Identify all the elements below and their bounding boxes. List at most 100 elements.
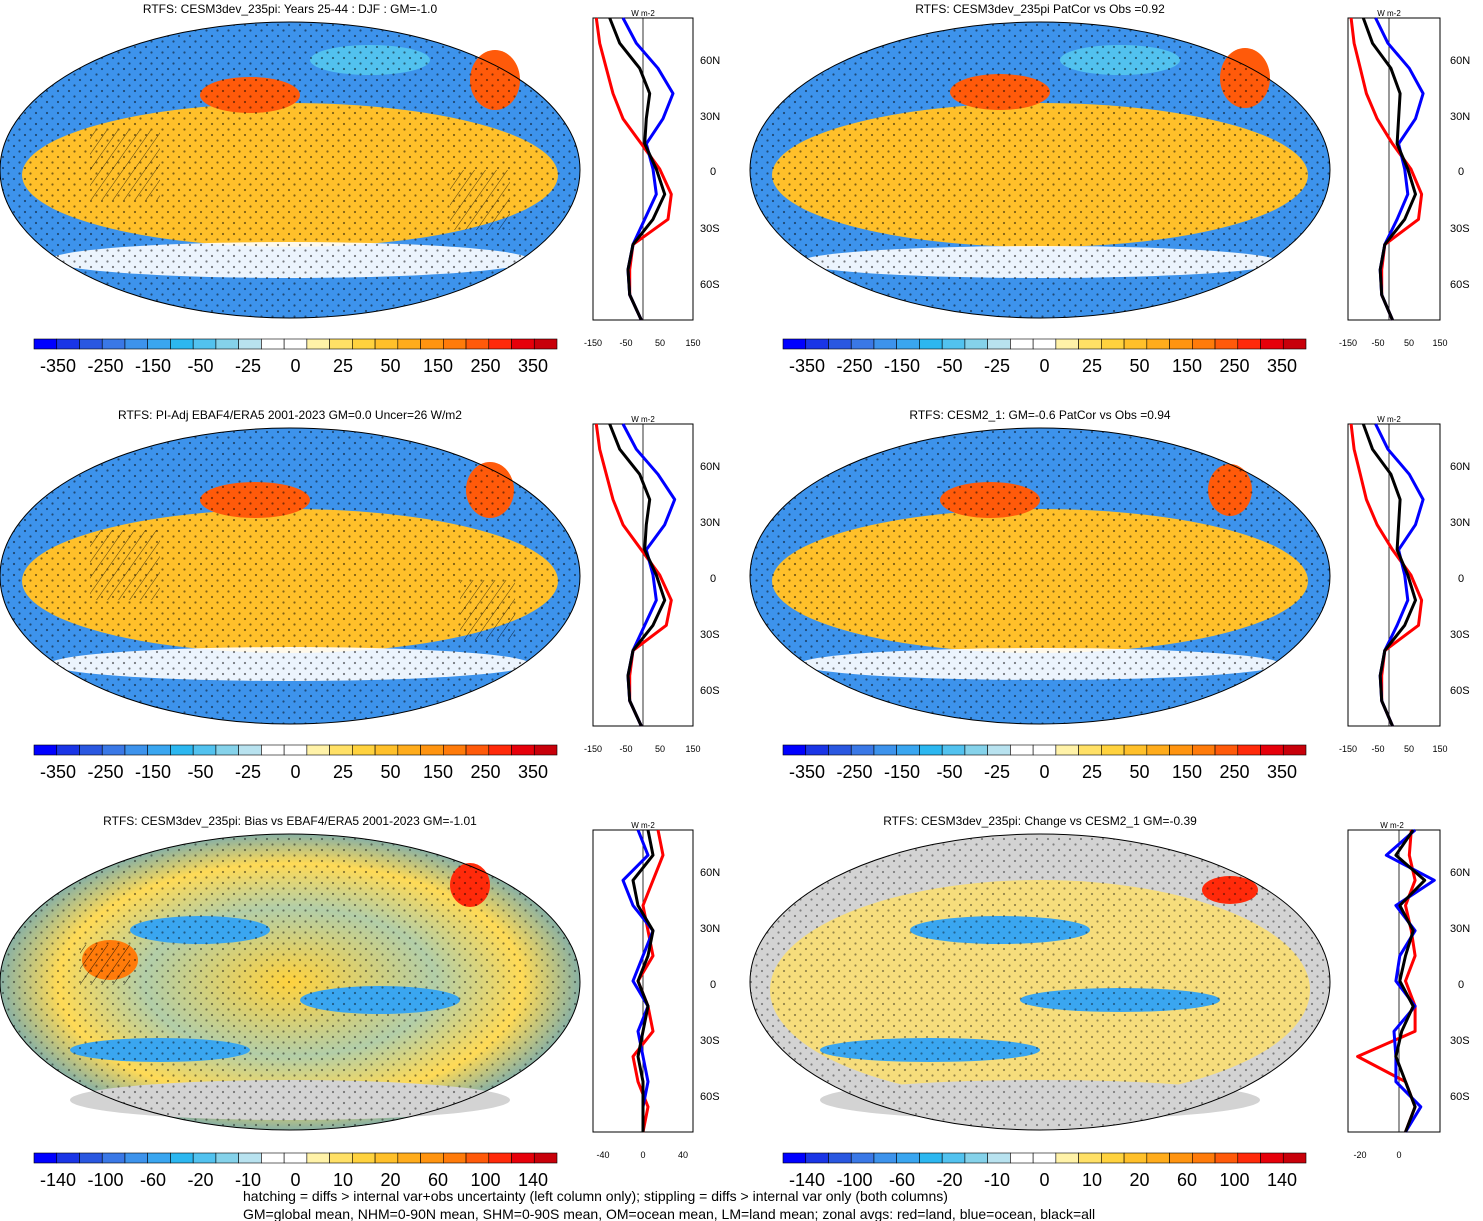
colorbar-swatch: [511, 338, 535, 350]
panel-3-lat-60n: 60N: [700, 461, 720, 473]
panel-4-xtick-4: 150: [1432, 744, 1447, 754]
panel-3-xtick-1: -150: [584, 744, 602, 754]
colorbar-swatch: [1010, 338, 1034, 350]
panel-3-map: [0, 427, 581, 725]
panel-3-title: RTFS: PI-Adj EBAF4/ERA5 2001-2023 GM=0.0…: [118, 408, 462, 422]
colorbar-swatch: [465, 338, 490, 350]
colorbar-label: 250: [1219, 356, 1249, 376]
colorbar-swatch: [147, 744, 171, 756]
colorbar-label: 10: [1082, 1170, 1102, 1190]
colorbar-swatch: [1010, 744, 1034, 756]
colorbar-label: -350: [789, 356, 825, 376]
panel-5-zonal: W m-2 60N 30N 0 30S 60S -40 0 40: [592, 821, 720, 1160]
panel-4-title: RTFS: CESM2_1: GM=-0.6 PatCor vs Obs =0.…: [909, 408, 1171, 422]
panel-5-xtick-2: 0: [640, 1150, 645, 1160]
panel-2-colorbar: -350 -250 -150 -50 -25 0 25 50 150 250 350: [782, 338, 1307, 376]
colorbar-swatch: [192, 338, 217, 350]
colorbar-swatch: [1101, 744, 1125, 756]
colorbar-label: 25: [333, 762, 353, 782]
colorbar-swatch: [1032, 338, 1057, 350]
colorbar-swatch: [1237, 744, 1261, 756]
panel-6-lat-60n: 60N: [1450, 867, 1470, 879]
colorbar-swatch: [782, 1152, 807, 1164]
panel-6-zonal-unit: W m-2: [1380, 821, 1404, 830]
panel-4-lat-60s: 60S: [1450, 685, 1470, 697]
panel-2-lat-30n: 30N: [1450, 111, 1470, 123]
colorbar-swatch: [147, 338, 171, 350]
colorbar-swatch: [261, 1152, 285, 1164]
colorbar-swatch: [192, 744, 217, 756]
colorbar-swatch: [964, 1152, 988, 1164]
zonal-series-line: [1384, 828, 1436, 1133]
panel-6-zonal: W m-2 60N 30N 0 30S 60S -20 0: [1347, 821, 1470, 1160]
colorbar-label: -50: [936, 762, 962, 782]
panel-2-lat-60n: 60N: [1450, 55, 1470, 67]
colorbar-swatch: [1123, 338, 1148, 350]
panel-6-xtick-1: -20: [1353, 1150, 1366, 1160]
colorbar-label: 0: [290, 1170, 300, 1190]
colorbar-label: -25: [984, 762, 1010, 782]
colorbar-label: 0: [290, 762, 300, 782]
colorbar-label: 140: [518, 1170, 548, 1190]
colorbar-label: 50: [380, 356, 400, 376]
panel-5-map: [0, 833, 581, 1131]
colorbar-swatch: [170, 744, 194, 756]
zonal-series-line: [1394, 829, 1427, 1133]
colorbar-swatch: [124, 1152, 148, 1164]
colorbar-label: -350: [789, 762, 825, 782]
colorbar-swatch: [397, 338, 421, 350]
colorbar-swatch: [488, 1152, 512, 1164]
panel-2: RTFS: CESM3dev_235pi PatCor vs Obs =0.92…: [749, 2, 1470, 376]
colorbar-swatch: [533, 1152, 558, 1164]
panel-3-xtick-2: -50: [619, 744, 632, 754]
colorbar-swatch: [1192, 338, 1216, 350]
colorbar-swatch: [850, 1152, 875, 1164]
panel-2-lat-30s: 30S: [1450, 223, 1470, 235]
colorbar-swatch: [828, 338, 852, 350]
colorbar-swatch: [56, 338, 80, 350]
panel-2-xtick-3: 50: [1404, 338, 1414, 348]
panel-6-lat-0: 0: [1458, 979, 1464, 991]
colorbar-swatch: [1078, 744, 1102, 756]
colorbar-label: 0: [1039, 1170, 1049, 1190]
colorbar-swatch: [1214, 1152, 1239, 1164]
colorbar-swatch: [101, 744, 126, 756]
colorbar-label: -250: [836, 356, 872, 376]
zonal-series-line: [594, 17, 673, 321]
panel-3-lat-0: 0: [710, 573, 716, 585]
panel-1-xtick-2: -50: [619, 338, 632, 348]
panel-5-lat-30s: 30S: [700, 1035, 720, 1047]
panel-1-colorbar: -350 -250 -150 -50 -25 0 25 50 150 250 350: [33, 338, 558, 376]
colorbar-label: -50: [187, 762, 213, 782]
zonal-series-line: [608, 17, 667, 321]
colorbar-swatch: [420, 338, 444, 350]
panel-2-lat-60s: 60S: [1450, 279, 1470, 291]
panel-6-xtick-2: 0: [1396, 1150, 1401, 1160]
colorbar-swatch: [873, 338, 897, 350]
colorbar-label: 250: [1219, 762, 1249, 782]
colorbar-label: -140: [40, 1170, 76, 1190]
colorbar-swatch: [283, 338, 308, 350]
colorbar-swatch: [1260, 744, 1284, 756]
colorbar-label: 150: [1172, 762, 1202, 782]
colorbar-swatch: [1078, 338, 1102, 350]
colorbar-swatch: [374, 338, 399, 350]
panel-1-lat-0: 0: [710, 166, 716, 178]
colorbar-swatch: [1146, 744, 1170, 756]
colorbar-swatch: [1055, 744, 1079, 756]
panel-2-xtick-1: -150: [1339, 338, 1357, 348]
colorbar-swatch: [261, 744, 285, 756]
colorbar-swatch: [511, 744, 535, 756]
panel-3-colorbar: -350 -250 -150 -50 -25 0 25 50 150 250 350: [33, 744, 558, 782]
colorbar-label: -25: [235, 356, 261, 376]
panel-3-zonal-lines: [594, 423, 677, 727]
zonal-series-line: [1361, 423, 1417, 727]
colorbar-label: -350: [40, 762, 76, 782]
colorbar-swatch: [941, 744, 966, 756]
panel-4-lat-30n: 30N: [1450, 517, 1470, 529]
panel-4-zonal-lines: [1349, 423, 1425, 727]
colorbar-swatch: [124, 338, 148, 350]
panel-2-zonal-unit: W m-2: [1377, 9, 1401, 18]
panel-2-xtick-2: -50: [1371, 338, 1384, 348]
panel-2-lat-0: 0: [1458, 166, 1464, 178]
